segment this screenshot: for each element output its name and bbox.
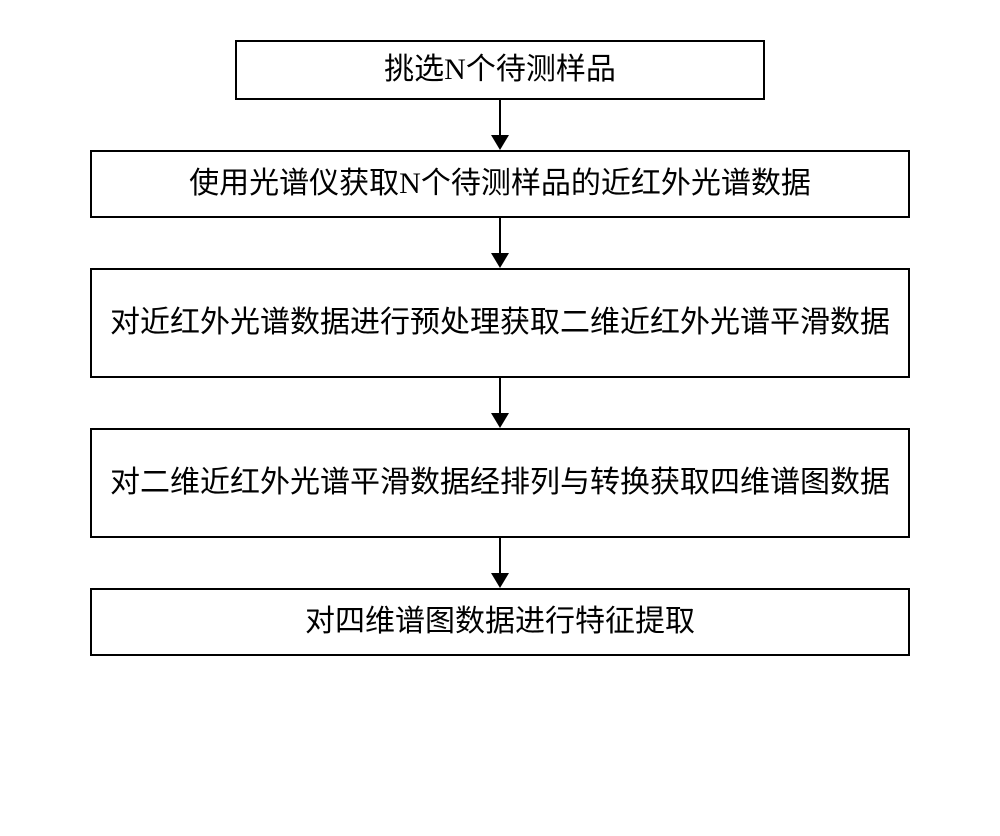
arrow-line <box>499 378 501 413</box>
arrow-head-icon <box>491 573 509 588</box>
step-label: 对四维谱图数据进行特征提取 <box>305 601 695 643</box>
arrow-head-icon <box>491 413 509 428</box>
flowchart-container: 挑选N个待测样品 使用光谱仪获取N个待测样品的近红外光谱数据 对近红外光谱数据进… <box>90 40 910 656</box>
flowchart-step-5: 对四维谱图数据进行特征提取 <box>90 588 910 656</box>
step-label: 使用光谱仪获取N个待测样品的近红外光谱数据 <box>189 163 811 205</box>
flowchart-step-1: 挑选N个待测样品 <box>235 40 765 100</box>
flowchart-arrow <box>491 100 509 150</box>
step-label: 挑选N个待测样品 <box>384 49 616 91</box>
flowchart-arrow <box>491 378 509 428</box>
flowchart-step-3: 对近红外光谱数据进行预处理获取二维近红外光谱平滑数据 <box>90 268 910 378</box>
arrow-line <box>499 538 501 573</box>
arrow-head-icon <box>491 253 509 268</box>
step-label: 对二维近红外光谱平滑数据经排列与转换获取四维谱图数据 <box>110 462 890 504</box>
flowchart-step-4: 对二维近红外光谱平滑数据经排列与转换获取四维谱图数据 <box>90 428 910 538</box>
arrow-line <box>499 218 501 253</box>
step-label: 对近红外光谱数据进行预处理获取二维近红外光谱平滑数据 <box>110 302 890 344</box>
flowchart-arrow <box>491 538 509 588</box>
arrow-head-icon <box>491 135 509 150</box>
flowchart-arrow <box>491 218 509 268</box>
arrow-line <box>499 100 501 135</box>
flowchart-step-2: 使用光谱仪获取N个待测样品的近红外光谱数据 <box>90 150 910 218</box>
